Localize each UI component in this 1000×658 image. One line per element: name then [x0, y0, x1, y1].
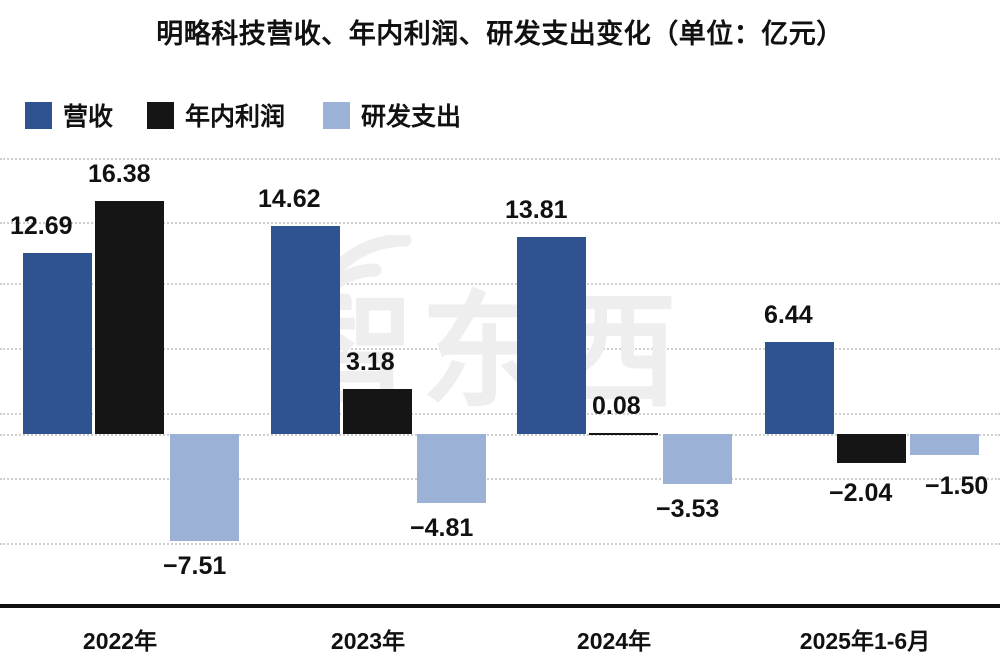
x-tick-label-2023: 2023年 — [330, 628, 406, 654]
value-label-revenue-2024: 13.81 — [505, 196, 568, 224]
value-label-revenue-2025: 6.44 — [764, 301, 813, 329]
x-tick-label-2024: 2024年 — [576, 628, 652, 654]
bar-profit-2024[interactable] — [589, 433, 658, 435]
bar-profit-2022[interactable] — [95, 201, 164, 434]
legend-item-rnd: 研发支出 — [323, 97, 461, 133]
value-label-profit-2024: 0.08 — [592, 392, 641, 420]
bar-revenue-2023[interactable] — [271, 226, 340, 434]
legend-swatch-revenue-icon — [25, 101, 52, 129]
gridline — [0, 348, 1000, 350]
x-tick-label-2025: 2025年1-6月 — [799, 628, 931, 654]
legend-swatch-rnd-icon — [323, 101, 351, 129]
legend-label-rnd: 研发支出 — [361, 103, 462, 131]
bar-rnd-2025[interactable] — [910, 434, 979, 455]
bar-revenue-2022[interactable] — [23, 253, 92, 434]
gridline-zero — [0, 434, 1000, 436]
page-title: 明略科技营收、年内利润、研发支出变化（单位：亿元） — [156, 19, 844, 49]
bar-profit-2023[interactable] — [343, 389, 412, 434]
bar-revenue-2024[interactable] — [517, 237, 586, 434]
value-label-revenue-2023: 14.62 — [258, 185, 321, 213]
legend-swatch-profit-icon — [147, 101, 175, 129]
legend-label-revenue: 营收 — [63, 103, 114, 131]
value-label-revenue-2022: 12.69 — [10, 212, 73, 240]
gridline — [0, 413, 1000, 415]
value-label-rnd-2022: −7.51 — [163, 552, 227, 580]
bar-rnd-2024[interactable] — [663, 434, 732, 484]
legend-item-revenue: 营收 — [25, 97, 113, 133]
gridline — [0, 222, 1000, 224]
bar-rnd-2022[interactable] — [170, 434, 239, 541]
value-label-rnd-2023: −4.81 — [410, 514, 474, 542]
bar-revenue-2025[interactable] — [765, 342, 834, 434]
gridline — [0, 478, 1000, 480]
value-label-profit-2023: 3.18 — [346, 348, 395, 376]
value-label-rnd-2024: −3.53 — [656, 495, 720, 523]
bar-rnd-2023[interactable] — [417, 434, 486, 503]
bar-profit-2025[interactable] — [837, 434, 906, 463]
value-label-profit-2025: −2.04 — [829, 479, 893, 507]
value-label-profit-2022: 16.38 — [88, 160, 151, 188]
x-tick-label-2022: 2022年 — [82, 628, 158, 654]
gridline — [0, 158, 1000, 160]
legend-label-profit: 年内利润 — [185, 103, 286, 131]
x-axis-line — [0, 604, 1000, 608]
value-label-rnd-2025: −1.50 — [925, 472, 989, 500]
chart-plot-area: 智东西 12.69 16.38 −7.51 14.62 3.18 −4.81 1… — [0, 140, 1000, 606]
legend-item-profit: 年内利润 — [147, 97, 285, 133]
chart-legend: 营收 年内利润 研发支出 — [25, 97, 461, 133]
gridline — [0, 543, 1000, 545]
gridline — [0, 283, 1000, 285]
